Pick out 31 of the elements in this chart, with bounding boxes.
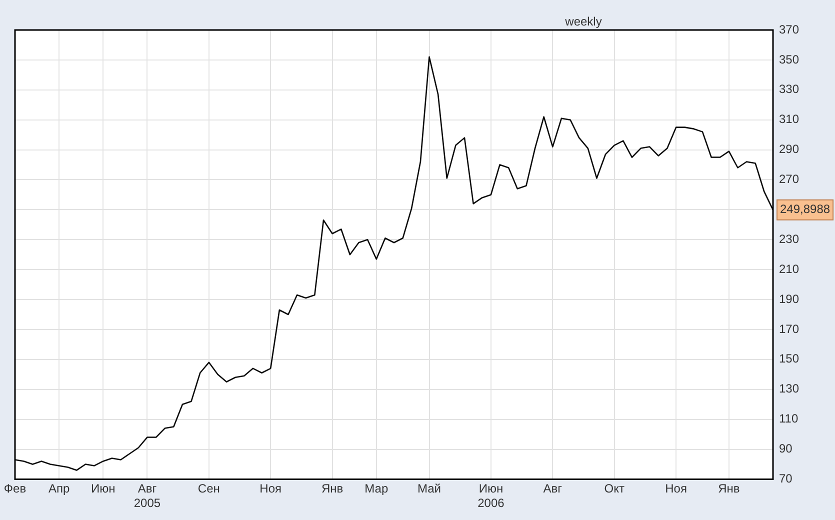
y-tick-label: 270 (779, 172, 800, 186)
y-tick-label: 350 (779, 52, 800, 66)
y-tick-label: 170 (779, 322, 800, 336)
y-tick-label: 110 (779, 412, 798, 426)
x-tick-label: Окт (604, 482, 625, 496)
x-tick-label: Май (418, 482, 442, 496)
x-tick-label: Авг (543, 482, 563, 496)
y-tick-label: 130 (779, 382, 800, 396)
x-tick-label: Янв (718, 482, 740, 496)
y-tick-label: 150 (779, 352, 800, 366)
chart-title: weekly (564, 14, 602, 28)
x-tick-label: Июн 2006 (478, 482, 505, 510)
x-tick-label: Фев (4, 482, 26, 496)
y-tick-label: 310 (779, 112, 800, 126)
y-tick-label: 230 (779, 232, 800, 246)
y-tick-label: 370 (779, 22, 800, 36)
y-tick-label: 290 (779, 142, 800, 156)
x-tick-label: Июн (91, 482, 116, 496)
x-tick-label: Апр (48, 482, 70, 496)
y-tick-label: 330 (779, 82, 800, 96)
x-tick-label: Мар (364, 482, 388, 496)
x-tick-label: Янв (321, 482, 344, 496)
x-tick-label: Ноя (260, 482, 282, 496)
y-tick-label: 90 (779, 442, 793, 456)
y-tick-label: 70 (779, 472, 793, 486)
x-tick-label: Сен (198, 482, 220, 496)
y-tick-label: 190 (779, 292, 800, 306)
x-tick-label: Ноя (665, 482, 687, 496)
x-tick-label: Авг 2005 (134, 482, 161, 510)
y-tick-label: 210 (779, 262, 800, 276)
data-label: 249,8988 (780, 202, 830, 216)
